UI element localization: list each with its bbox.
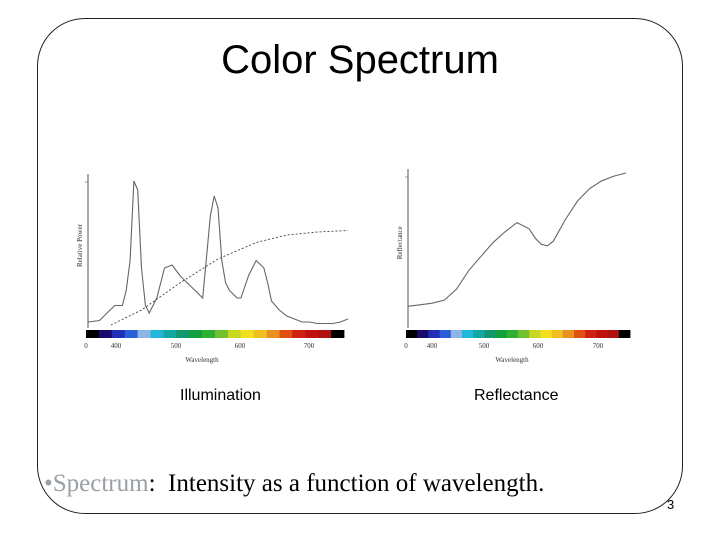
spectrum-segment	[428, 330, 440, 338]
spectrum-segment	[506, 330, 519, 338]
y-axis-label: Relative Power	[76, 223, 84, 267]
spectrum-segment	[98, 330, 113, 338]
x-axis-label: Wavelength	[185, 356, 219, 364]
illumination-chart-svg: Relative Power 0 400 500 600 700 Wavelength	[76, 174, 349, 364]
bullet-term: Spectrum	[52, 470, 149, 497]
spectrum-segment	[417, 330, 429, 338]
spectrum-segment	[215, 330, 229, 338]
series-line-0	[87, 180, 349, 325]
spectrum-segment	[331, 330, 345, 338]
spectrum-segment	[562, 330, 575, 338]
bullet-text: Intensity as a function of wavelength.	[155, 470, 545, 497]
x-tick-label: 400	[427, 342, 438, 350]
spectrum-segment	[574, 330, 586, 338]
spectrum-segment	[473, 330, 485, 338]
spectrum-segment	[585, 330, 597, 338]
x-axis-label: Wavelength	[495, 356, 529, 364]
spectrum-segment	[596, 330, 608, 338]
reflectance-chart-svg: Reflectance 0 400 500 600 700 Wavelength	[396, 169, 631, 364]
x-tick-label: 600	[533, 342, 544, 350]
spectrum-segment	[292, 330, 306, 338]
bullet-spectrum-definition: •Spectrum: Intensity as a function of wa…	[44, 470, 544, 498]
spectrum-segment	[495, 330, 508, 338]
spectrum-segment	[86, 330, 100, 338]
illumination-chart: Relative Power 0 400 500 600 700 Wavelength	[72, 168, 352, 368]
spectrum-segment	[137, 330, 151, 338]
spectrum-segment	[111, 330, 126, 338]
x-tick-label: 500	[171, 342, 182, 350]
spectrum-segment	[266, 330, 280, 338]
spectrum-segment	[318, 330, 332, 338]
x-tick-label: 700	[593, 342, 604, 350]
x-tick-label: 700	[304, 342, 315, 350]
spectrum-segment	[518, 330, 530, 338]
x-tick-label: 600	[235, 342, 246, 350]
spectrum-segment	[227, 330, 242, 338]
spectrum-segment	[163, 330, 177, 338]
spectrum-segment	[253, 330, 267, 338]
reflectance-caption: Reflectance	[474, 387, 559, 404]
spectrum-segment	[462, 330, 474, 338]
spectrum-segment	[189, 330, 203, 338]
reflectance-chart: Reflectance 0 400 500 600 700 Wavelength	[392, 168, 642, 368]
spectrum-segment	[540, 330, 552, 338]
spectrum-segment	[551, 330, 564, 338]
spectrum-segment	[124, 330, 138, 338]
spectrum-segment	[202, 330, 216, 338]
spectrum-segment	[406, 330, 418, 338]
bullet-colon: :	[148, 470, 156, 497]
x-tick-label: 0	[404, 342, 408, 350]
spectrum-segment	[439, 330, 452, 338]
x-tick-label: 400	[111, 342, 122, 350]
slide-title: Color Spectrum	[221, 38, 499, 82]
spectrum-segment	[484, 330, 496, 338]
page-number: 3	[667, 497, 675, 512]
series-line-0	[407, 172, 627, 307]
illumination-caption: Illumination	[180, 387, 261, 404]
spectrum-segment	[150, 330, 164, 338]
spectrum-segment	[279, 330, 293, 338]
spectrum-segment	[176, 330, 190, 338]
spectrum-segment	[529, 330, 541, 338]
spectrum-segment	[305, 330, 319, 338]
spectrum-segment	[240, 330, 255, 338]
bullet-marker: •	[44, 470, 53, 497]
slide-frame	[37, 18, 683, 514]
y-axis-label: Reflectance	[396, 226, 404, 259]
spectrum-segment	[607, 330, 620, 338]
spectrum-segment	[618, 330, 631, 338]
x-tick-label: 500	[479, 342, 490, 350]
x-tick-label: 0	[84, 342, 88, 350]
series-line-1	[110, 230, 349, 326]
spectrum-segment	[450, 330, 463, 338]
